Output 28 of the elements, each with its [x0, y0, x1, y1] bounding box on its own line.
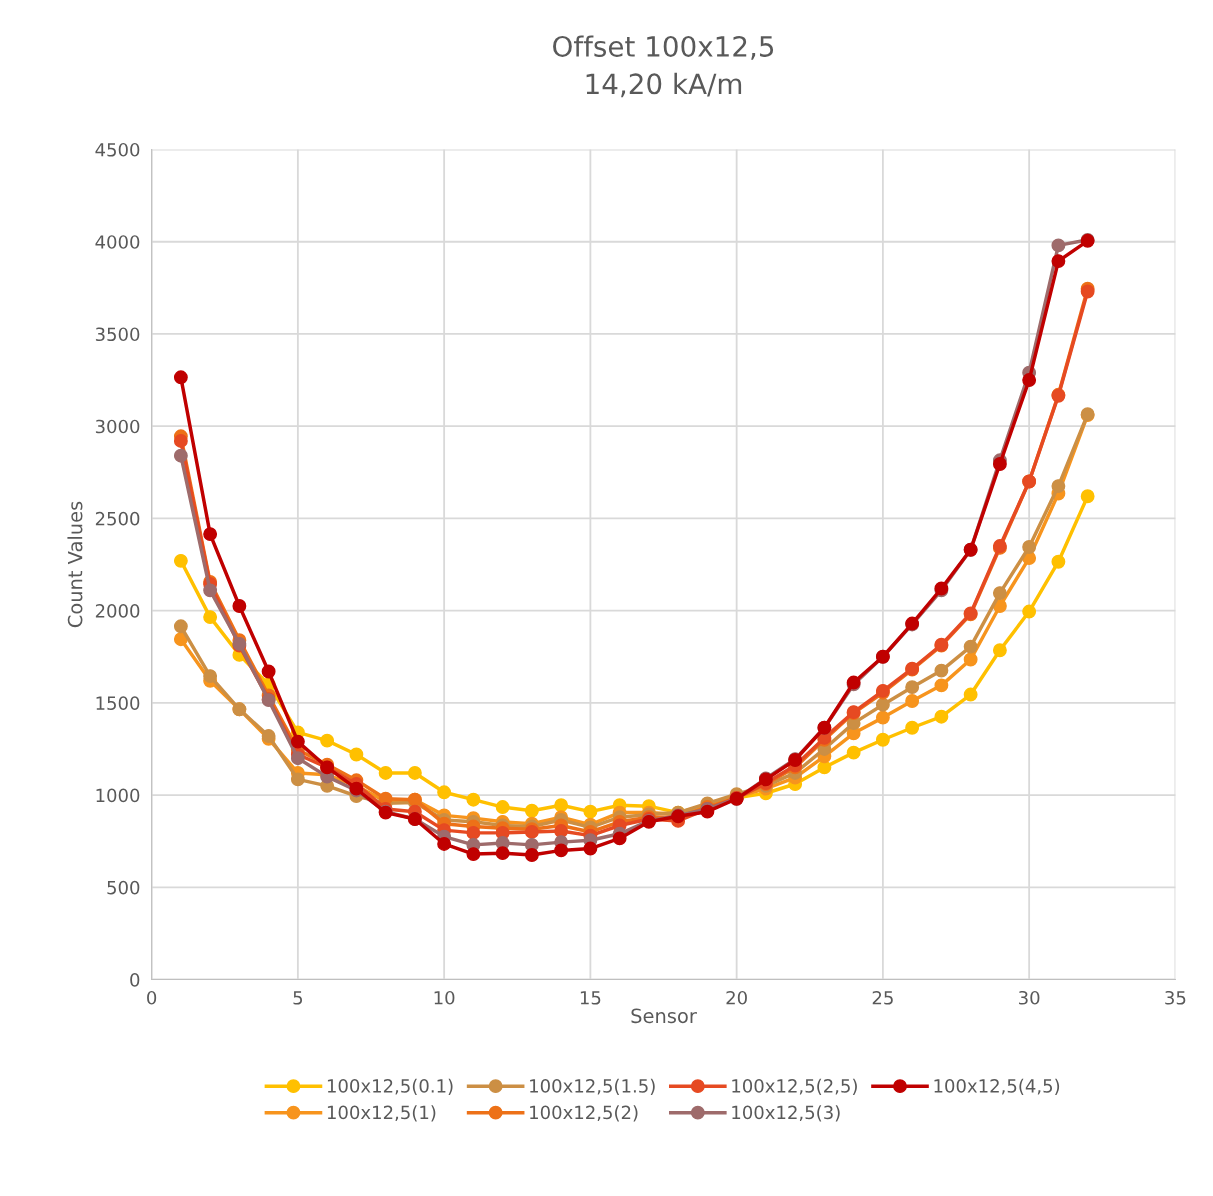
x-tick-label: 25 [872, 990, 893, 1005]
x-tick-label: 35 [1165, 990, 1186, 1005]
y-axis-title: Count Values [67, 501, 83, 628]
y-tick-label: 2000 [95, 604, 140, 618]
x-tick-label: 15 [580, 991, 601, 1005]
x-axis-title: Sensor [631, 1008, 697, 1024]
legend-label: 100x12,5(2,5) [732, 1078, 857, 1095]
y-tick-label: 2500 [95, 511, 140, 526]
legend-label: 100x12,5(0.1) [327, 1078, 453, 1095]
y-tick-label: 1000 [96, 788, 140, 803]
x-tick-label: 30 [1019, 990, 1040, 1005]
y-tick-label: 0 [130, 972, 140, 987]
legend-label: 100x12,5(1.5) [530, 1078, 655, 1095]
chart-title: Offset 100x12,5 14,20 kA/m [553, 35, 774, 98]
y-tick-label: 4500 [95, 142, 140, 157]
y-tick-label: 500 [107, 880, 140, 895]
legend-label: 100x12,5(1) [327, 1105, 436, 1122]
x-tick-label: 0 [147, 990, 157, 1005]
x-tick-label: 5 [293, 991, 303, 1005]
x-tick-label: 20 [726, 990, 747, 1005]
y-tick-label: 3000 [95, 419, 140, 434]
legend-label: 100x12,5(4,5) [934, 1078, 1060, 1095]
y-tick-label: 1500 [96, 696, 140, 710]
legend-label: 100x12,5(2) [530, 1105, 638, 1122]
y-tick-label: 4000 [95, 235, 140, 249]
x-tick-label: 10 [434, 990, 455, 1005]
legend-label: 100x12,5(3) [732, 1105, 840, 1122]
y-tick-label: 3500 [95, 327, 140, 342]
